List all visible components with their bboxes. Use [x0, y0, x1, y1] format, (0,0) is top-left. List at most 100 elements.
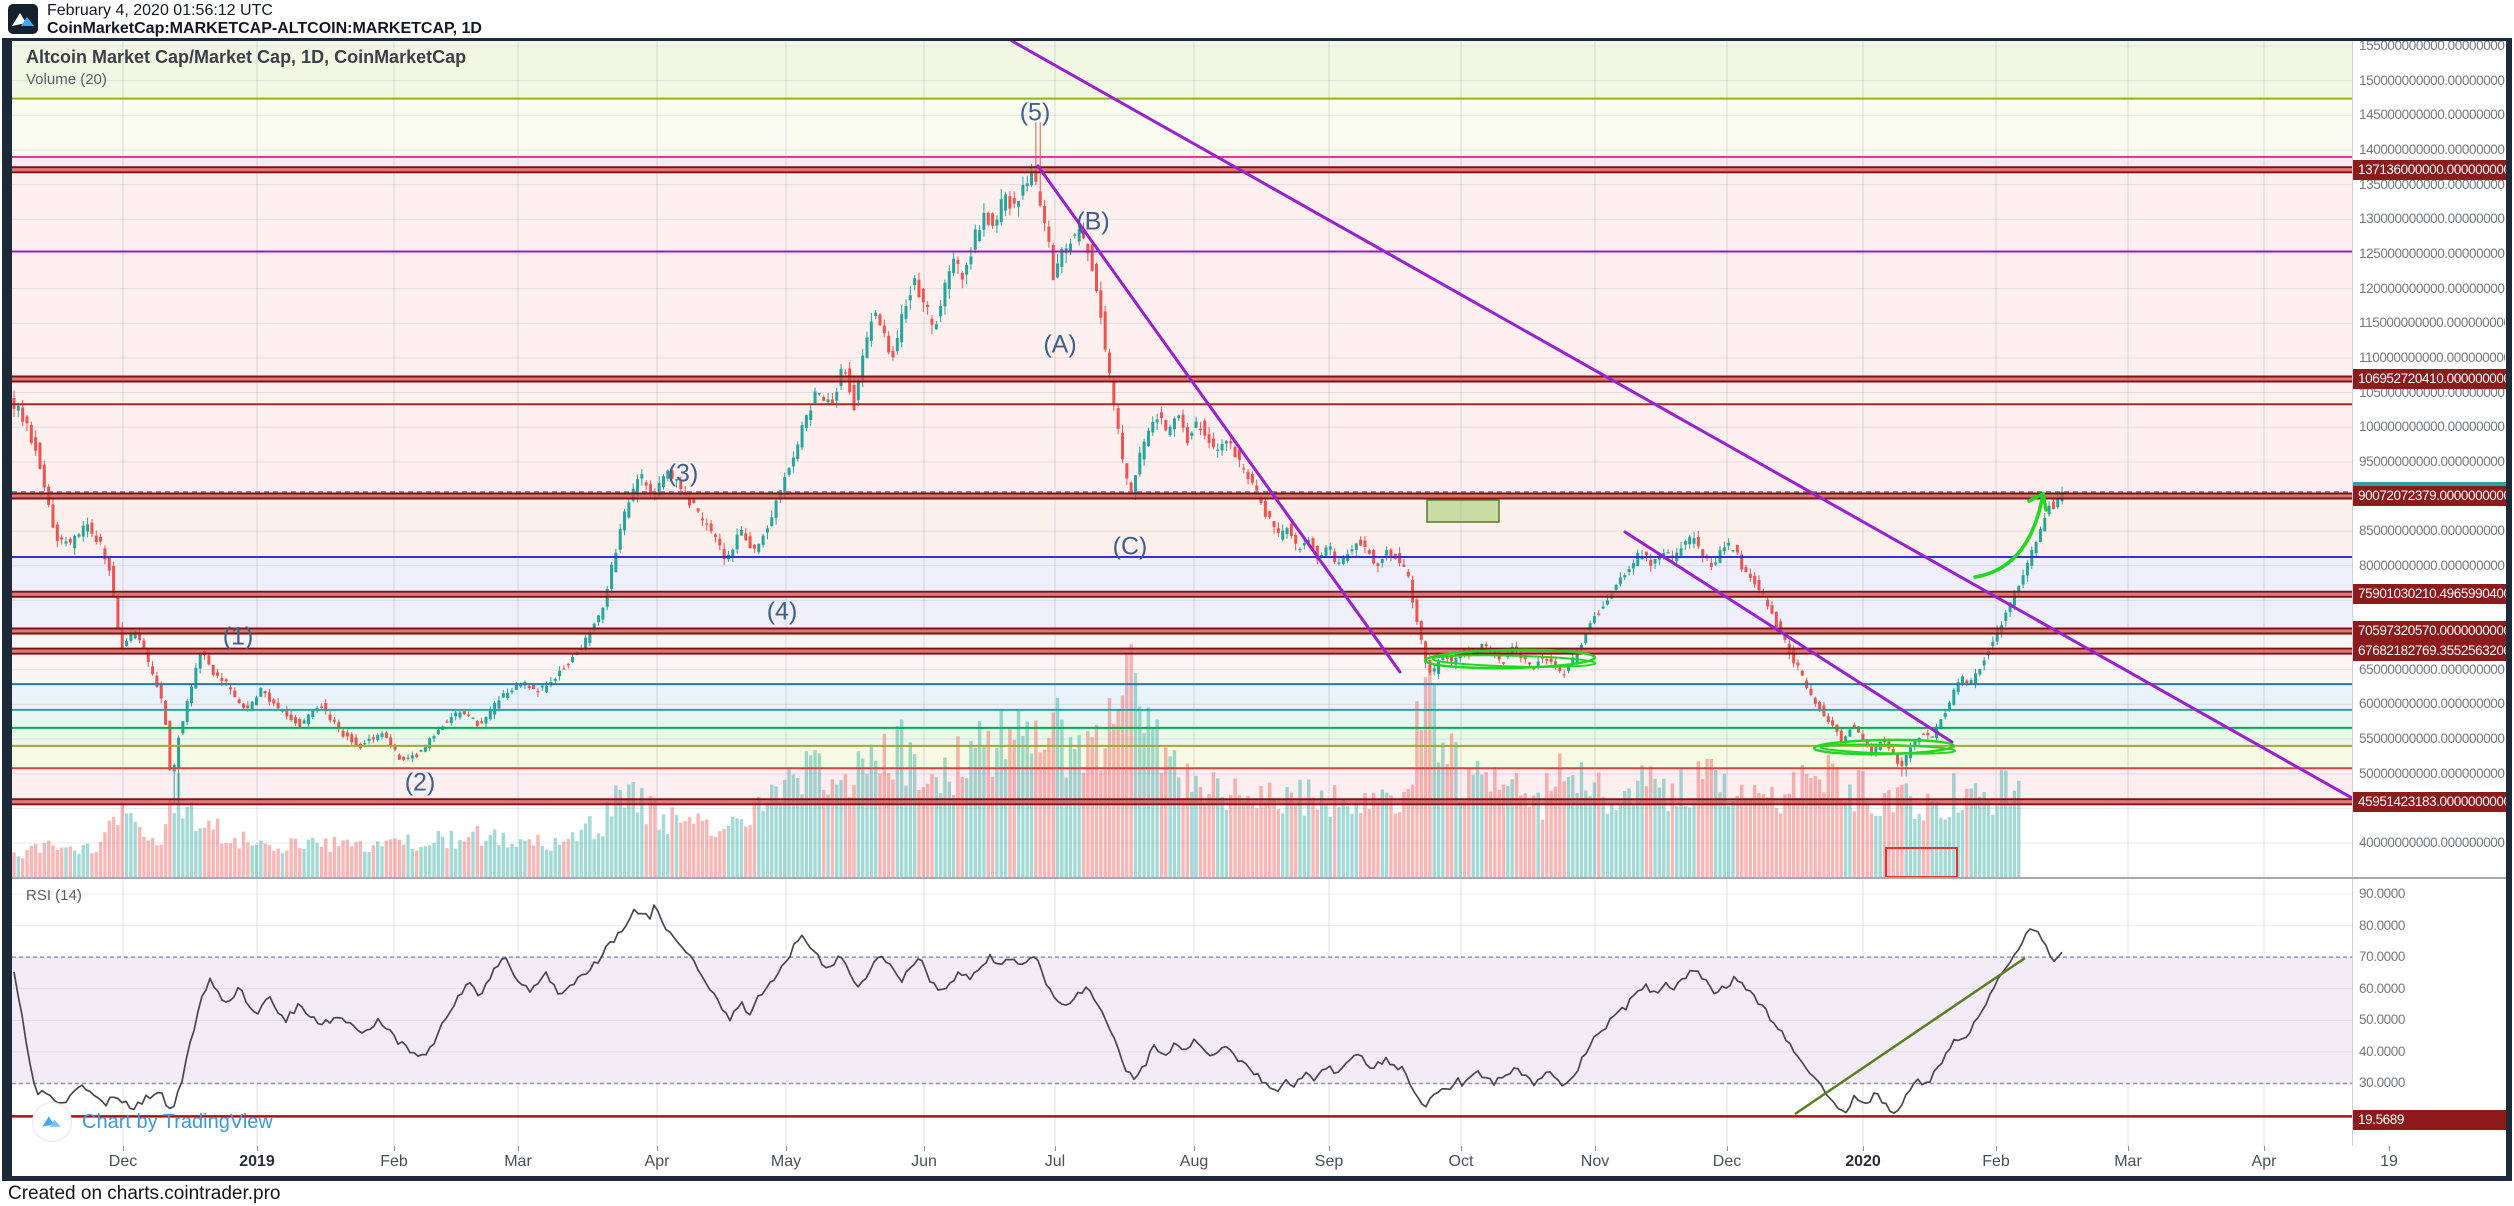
- candle-body: [354, 737, 358, 746]
- price-axis-tick: 100000000000.0000000000: [2359, 419, 2505, 435]
- volume-bar: [1817, 779, 1822, 877]
- tradingview-watermark[interactable]: Chart by TradingView: [32, 1101, 273, 1143]
- candle-body: [709, 523, 713, 532]
- candle-body: [367, 738, 371, 741]
- candle-body: [246, 705, 250, 709]
- candle-body: [1255, 485, 1259, 491]
- candle-body: [94, 535, 98, 542]
- candle-body: [73, 535, 77, 549]
- candle-body: [1389, 549, 1393, 557]
- volume-bar: [1856, 769, 1861, 877]
- candle-body: [185, 701, 189, 722]
- volume-bar: [176, 773, 181, 877]
- volume-bar: [536, 834, 540, 877]
- candle-body: [2012, 590, 2016, 606]
- volume-bar: [588, 816, 592, 877]
- candle-body: [116, 597, 120, 629]
- background-band: [12, 728, 2352, 746]
- candle-body: [787, 468, 791, 475]
- candle-body: [475, 720, 479, 726]
- time-axis-label: 19: [2380, 1153, 2398, 1170]
- candle-body: [1450, 656, 1454, 662]
- volume-bar: [700, 820, 705, 877]
- candle-body: [713, 534, 717, 537]
- candle-body: [1605, 600, 1609, 605]
- volume-bar: [436, 830, 441, 877]
- volume-bar: [150, 837, 155, 877]
- volume-bar: [1358, 813, 1363, 877]
- price-axis-tick: 120000000000.0000000000: [2359, 280, 2505, 296]
- pane-divider[interactable]: [12, 877, 2506, 879]
- candle-body: [1142, 441, 1146, 460]
- volume-bar: [956, 736, 960, 877]
- candle-body: [1852, 724, 1856, 728]
- candle-body: [584, 637, 588, 649]
- volume-bar: [1090, 737, 1094, 877]
- volume-bar: [605, 801, 609, 877]
- candle-body: [718, 538, 722, 546]
- candle-body: [545, 685, 549, 692]
- candle-body: [1025, 183, 1029, 187]
- volume-bar: [1380, 789, 1384, 877]
- candle-body: [1380, 558, 1384, 564]
- candle-body: [1103, 311, 1107, 350]
- candle-body: [1536, 661, 1540, 668]
- volume-bar: [1393, 813, 1397, 877]
- candle-body: [1995, 627, 1999, 642]
- volume-bar: [453, 848, 458, 877]
- volume-bar: [64, 847, 68, 877]
- volume-bar: [1315, 809, 1320, 877]
- candle-body: [42, 464, 46, 488]
- price-scale-panel[interactable]: [2352, 41, 2506, 1176]
- volume-bar: [1055, 697, 1060, 877]
- volume-bar: [622, 807, 627, 877]
- volume-bar: [484, 840, 488, 877]
- candle-body: [406, 757, 410, 759]
- candle-body: [2047, 505, 2051, 515]
- volume-bar: [1722, 773, 1727, 877]
- volume-bar: [1462, 800, 1467, 877]
- volume-bar: [1869, 813, 1874, 877]
- volume-bar: [869, 744, 874, 877]
- candle-body: [1540, 657, 1544, 659]
- candle-body: [1532, 668, 1536, 670]
- volume-bar: [38, 852, 42, 877]
- rsi-pane-canvas[interactable]: [12, 879, 2352, 1146]
- candle-body: [662, 476, 665, 488]
- volume-bar: [1705, 758, 1709, 877]
- volume-bar: [618, 790, 622, 877]
- volume-bar: [137, 826, 142, 877]
- volume-bar: [1255, 808, 1259, 877]
- volume-bar: [1441, 742, 1445, 877]
- volume-bar: [2012, 790, 2017, 877]
- candle-body: [1653, 558, 1657, 564]
- time-axis[interactable]: Dec 2019 Feb Mar Apr May Jun Jul Aug Sep Oct Nov Dec…: [12, 1146, 2506, 1176]
- volume-bar: [172, 813, 176, 877]
- time-axis-tick: [657, 1146, 658, 1151]
- background-band: [12, 802, 2352, 877]
- volume-bar: [1519, 795, 1523, 877]
- candle-body: [1302, 543, 1306, 546]
- volume-bar: [337, 846, 341, 877]
- candle-body: [177, 737, 181, 769]
- candle-body: [1099, 290, 1103, 318]
- candle-body: [934, 324, 938, 330]
- tradingview-logo-icon[interactable]: [8, 4, 38, 34]
- candle-body: [159, 684, 163, 699]
- volume-bar: [497, 845, 501, 877]
- volume-bar: [1527, 806, 1532, 877]
- volume-bar: [1969, 788, 1973, 877]
- price-pane-canvas[interactable]: [12, 41, 2352, 877]
- volume-bar: [739, 819, 744, 877]
- candle-body: [306, 714, 310, 724]
- volume-bar: [1744, 798, 1748, 877]
- candle-body: [1030, 173, 1034, 186]
- volume-bar: [1341, 800, 1346, 877]
- chart-timestamp: February 4, 2020 01:56:12 UTC: [47, 2, 273, 19]
- volume-bar: [1246, 795, 1250, 877]
- red-box-annotation: [1885, 847, 1958, 877]
- candle-body: [38, 442, 42, 469]
- volume-bar: [964, 778, 969, 877]
- candle-body: [1454, 657, 1458, 665]
- candle-body: [882, 325, 886, 334]
